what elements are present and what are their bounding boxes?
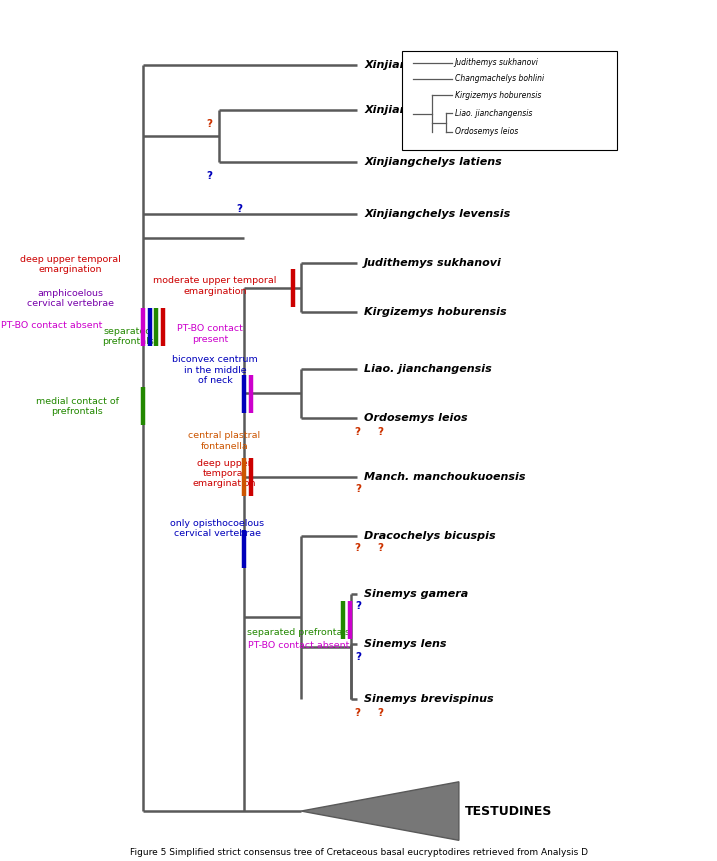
Text: medial contact of
prefrontals: medial contact of prefrontals	[36, 397, 119, 416]
Text: Liao. jianchangensis: Liao. jianchangensis	[364, 363, 492, 374]
Text: Figure 5 Simplified strict consensus tree of Cretaceous basal eucryptodires retr: Figure 5 Simplified strict consensus tre…	[130, 848, 587, 857]
Text: ?: ?	[356, 484, 361, 494]
Text: PT-BO contact
present: PT-BO contact present	[177, 325, 243, 344]
Text: central plastral
fontanella: central plastral fontanella	[189, 431, 260, 450]
Text: Ordosemys leios: Ordosemys leios	[364, 413, 468, 424]
Text: Xinjiangchelys radiplicatoides: Xinjiangchelys radiplicatoides	[364, 105, 553, 115]
Text: ?: ?	[377, 543, 383, 554]
Text: ?: ?	[354, 427, 360, 437]
Text: ?: ?	[354, 708, 360, 718]
Text: ?: ?	[206, 119, 212, 129]
Text: Judithemys sukhanovi: Judithemys sukhanovi	[364, 258, 502, 269]
Text: Xinjiangchelys wusu: Xinjiangchelys wusu	[364, 60, 492, 71]
Text: Judithemys sukhanovi: Judithemys sukhanovi	[455, 59, 538, 67]
Text: Manch. manchoukuoensis: Manch. manchoukuoensis	[364, 472, 526, 482]
Text: ?: ?	[206, 170, 212, 181]
Text: ?: ?	[237, 204, 242, 214]
Text: amphicoelous
cervical vertebrae: amphicoelous cervical vertebrae	[27, 289, 114, 308]
Text: only opisthocoelous
cervical vertebrae: only opisthocoelous cervical vertebrae	[170, 519, 265, 538]
Text: Sinemys lens: Sinemys lens	[364, 639, 447, 649]
Text: Ordosemys leios: Ordosemys leios	[455, 127, 518, 137]
Text: Kirgizemys hoburensis: Kirgizemys hoburensis	[455, 91, 541, 100]
Text: Kirgizemys hoburensis: Kirgizemys hoburensis	[364, 307, 507, 317]
Text: PT-BO contact absent: PT-BO contact absent	[247, 641, 349, 650]
Text: ?: ?	[377, 427, 383, 437]
Text: ?: ?	[356, 601, 361, 611]
Text: PT-BO contact absent: PT-BO contact absent	[1, 321, 103, 330]
Text: Xinjiangchelys latiens: Xinjiangchelys latiens	[364, 157, 502, 167]
Text: Sinemys brevispinus: Sinemys brevispinus	[364, 694, 494, 704]
Text: Liao. jianchangensis: Liao. jianchangensis	[455, 108, 532, 118]
Text: ?: ?	[377, 708, 383, 718]
Text: separated prefrontals: separated prefrontals	[247, 629, 350, 637]
Text: deep upper temporal
emargination: deep upper temporal emargination	[20, 255, 120, 274]
Text: ?: ?	[356, 652, 361, 662]
Text: moderate upper temporal
emargination: moderate upper temporal emargination	[153, 276, 277, 295]
Text: Sinemys gamera: Sinemys gamera	[364, 589, 468, 599]
Text: Changmachelys bohlini: Changmachelys bohlini	[455, 74, 543, 83]
Bar	[402, 51, 617, 150]
Text: deep upper
temporal
emargination: deep upper temporal emargination	[193, 459, 256, 488]
Text: Xinjiangchelys levensis: Xinjiangchelys levensis	[364, 208, 511, 219]
Text: ?: ?	[354, 543, 360, 554]
Text: biconvex centrum
in the middle
of neck: biconvex centrum in the middle of neck	[172, 356, 258, 385]
Polygon shape	[301, 782, 459, 840]
Text: Dracochelys bicuspis: Dracochelys bicuspis	[364, 530, 496, 541]
Text: separated
prefrontals: separated prefrontals	[102, 327, 153, 346]
Text: TESTUDINES: TESTUDINES	[465, 804, 552, 818]
